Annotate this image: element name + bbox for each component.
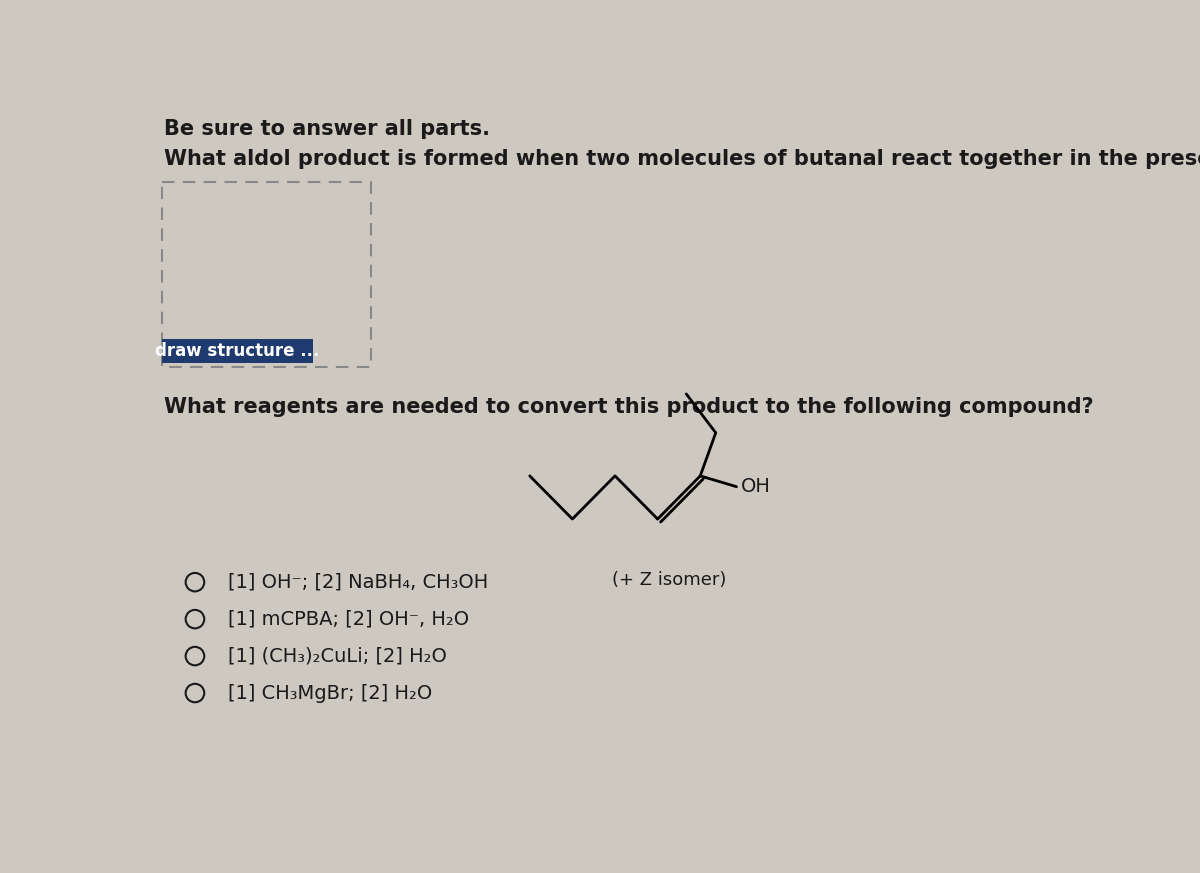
Text: [1] mCPBA; [2] OH⁻, H₂O: [1] mCPBA; [2] OH⁻, H₂O	[228, 609, 469, 629]
Text: Be sure to answer all parts.: Be sure to answer all parts.	[164, 119, 490, 139]
Text: [1] (CH₃)₂CuLi; [2] H₂O: [1] (CH₃)₂CuLi; [2] H₂O	[228, 647, 446, 665]
Bar	[162, 182, 371, 367]
Text: OH: OH	[742, 478, 772, 496]
Text: [1] OH⁻; [2] NaBH₄, CH₃OH: [1] OH⁻; [2] NaBH₄, CH₃OH	[228, 573, 487, 592]
Text: draw structure ...: draw structure ...	[155, 342, 319, 361]
Text: What aldol product is formed when two molecules of butanal react together in the: What aldol product is formed when two mo…	[164, 149, 1200, 169]
Text: [1] CH₃MgBr; [2] H₂O: [1] CH₃MgBr; [2] H₂O	[228, 684, 432, 703]
Text: What reagents are needed to convert this product to the following compound?: What reagents are needed to convert this…	[164, 397, 1093, 417]
Text: (+ Z isomer): (+ Z isomer)	[612, 571, 726, 588]
FancyBboxPatch shape	[162, 339, 313, 363]
